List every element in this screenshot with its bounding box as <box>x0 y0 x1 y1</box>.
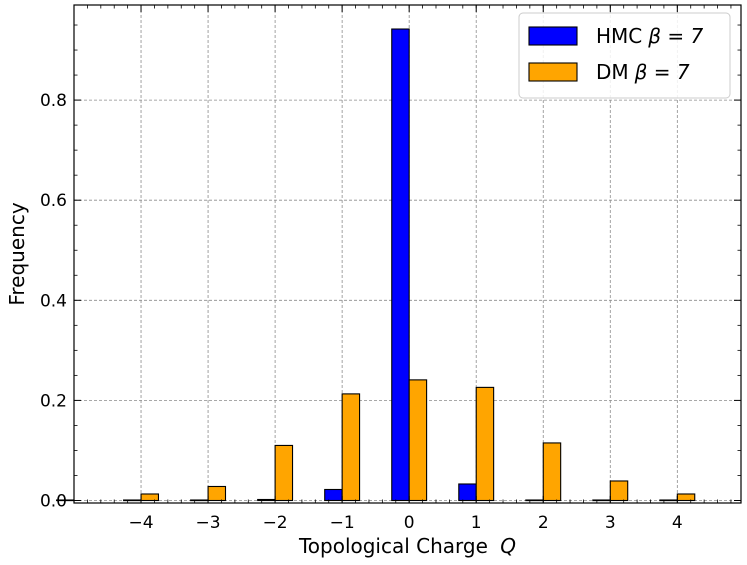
x-tick-label: 1 <box>471 513 482 533</box>
hmc-bar <box>190 499 209 502</box>
x-tick-label: −2 <box>263 513 288 533</box>
dm-bar <box>274 444 294 502</box>
x-axis-label-var: Q <box>500 534 516 558</box>
legend-series-math: β = 7 <box>634 60 690 84</box>
x-tick-label: −3 <box>196 513 221 533</box>
x-tick-label: 4 <box>672 513 683 533</box>
hmc-bar <box>458 483 477 502</box>
dm-bar <box>408 379 428 502</box>
x-tick-label: 3 <box>605 513 616 533</box>
dm-bar <box>140 493 160 502</box>
y-tick-label: 0.0 <box>40 491 67 511</box>
x-tick-label: −1 <box>330 513 355 533</box>
dm-bar <box>475 386 495 502</box>
y-axis-label: Frequency <box>5 202 29 305</box>
dm-bar <box>207 485 227 502</box>
plot-frame <box>73 4 742 504</box>
y-tick-label: 0.8 <box>40 91 67 111</box>
x-axis-label-text: Topological Charge <box>298 534 488 558</box>
hmc-bar <box>324 488 343 502</box>
legend-label: DM β = 7 <box>596 60 690 84</box>
y-tick-label: 0.6 <box>40 191 67 211</box>
hmc-bar <box>257 498 276 502</box>
x-tick-label: −4 <box>129 513 154 533</box>
dm-bar <box>341 393 361 502</box>
legend-label: HMC β = 7 <box>596 24 704 48</box>
ticks-layer: −4 −3 −2 −1 0 1 2 3 4 0.0 0.2 0.4 0.6 0.8 <box>40 5 741 533</box>
hmc-bar <box>525 499 544 502</box>
dm-bar <box>676 493 696 502</box>
y-tick-label: 0.2 <box>40 391 67 411</box>
x-tick-label: 2 <box>538 513 549 533</box>
legend-series-name: HMC <box>596 24 642 48</box>
legend-series-math: β = 7 <box>647 24 703 48</box>
legend: HMC β = 7DM β = 7 <box>518 12 731 99</box>
x-tick-label: 0 <box>404 513 415 533</box>
legend-swatch <box>528 62 578 82</box>
bars-layer <box>56 28 696 502</box>
hmc-bar <box>659 499 678 502</box>
hmc-bar <box>592 499 611 502</box>
hmc-bar <box>391 28 410 502</box>
legend-swatch <box>528 26 578 46</box>
legend-series-name: DM <box>596 60 629 84</box>
dm-bar <box>542 442 562 502</box>
y-tick-label: 0.4 <box>40 291 67 311</box>
x-axis-label: Topological Charge Q <box>298 534 516 558</box>
dm-bar <box>609 480 629 502</box>
hmc-bar <box>123 499 142 502</box>
